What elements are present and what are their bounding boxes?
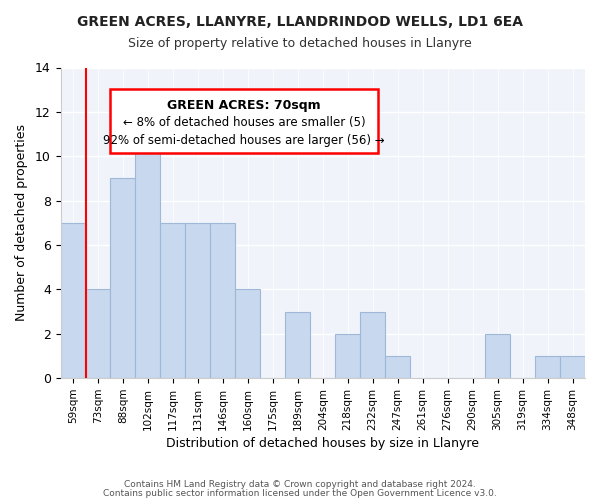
Bar <box>86 290 110 378</box>
Bar <box>535 356 560 378</box>
Text: Contains HM Land Registry data © Crown copyright and database right 2024.: Contains HM Land Registry data © Crown c… <box>124 480 476 489</box>
FancyBboxPatch shape <box>110 89 378 153</box>
Bar <box>335 334 360 378</box>
Bar <box>160 223 185 378</box>
X-axis label: Distribution of detached houses by size in Llanyre: Distribution of detached houses by size … <box>166 437 479 450</box>
Text: Size of property relative to detached houses in Llanyre: Size of property relative to detached ho… <box>128 38 472 51</box>
Text: ← 8% of detached houses are smaller (5): ← 8% of detached houses are smaller (5) <box>123 116 365 130</box>
Bar <box>385 356 410 378</box>
Bar <box>286 312 310 378</box>
Bar <box>61 223 86 378</box>
Text: GREEN ACRES, LLANYRE, LLANDRINDOD WELLS, LD1 6EA: GREEN ACRES, LLANYRE, LLANDRINDOD WELLS,… <box>77 15 523 29</box>
Bar <box>110 178 136 378</box>
Text: 92% of semi-detached houses are larger (56) →: 92% of semi-detached houses are larger (… <box>103 134 385 146</box>
Text: GREEN ACRES: 70sqm: GREEN ACRES: 70sqm <box>167 98 321 112</box>
Bar <box>185 223 211 378</box>
Text: Contains public sector information licensed under the Open Government Licence v3: Contains public sector information licen… <box>103 490 497 498</box>
Bar <box>485 334 510 378</box>
Bar <box>211 223 235 378</box>
Bar <box>235 290 260 378</box>
Bar <box>136 112 160 378</box>
Bar <box>360 312 385 378</box>
Y-axis label: Number of detached properties: Number of detached properties <box>15 124 28 322</box>
Bar <box>560 356 585 378</box>
